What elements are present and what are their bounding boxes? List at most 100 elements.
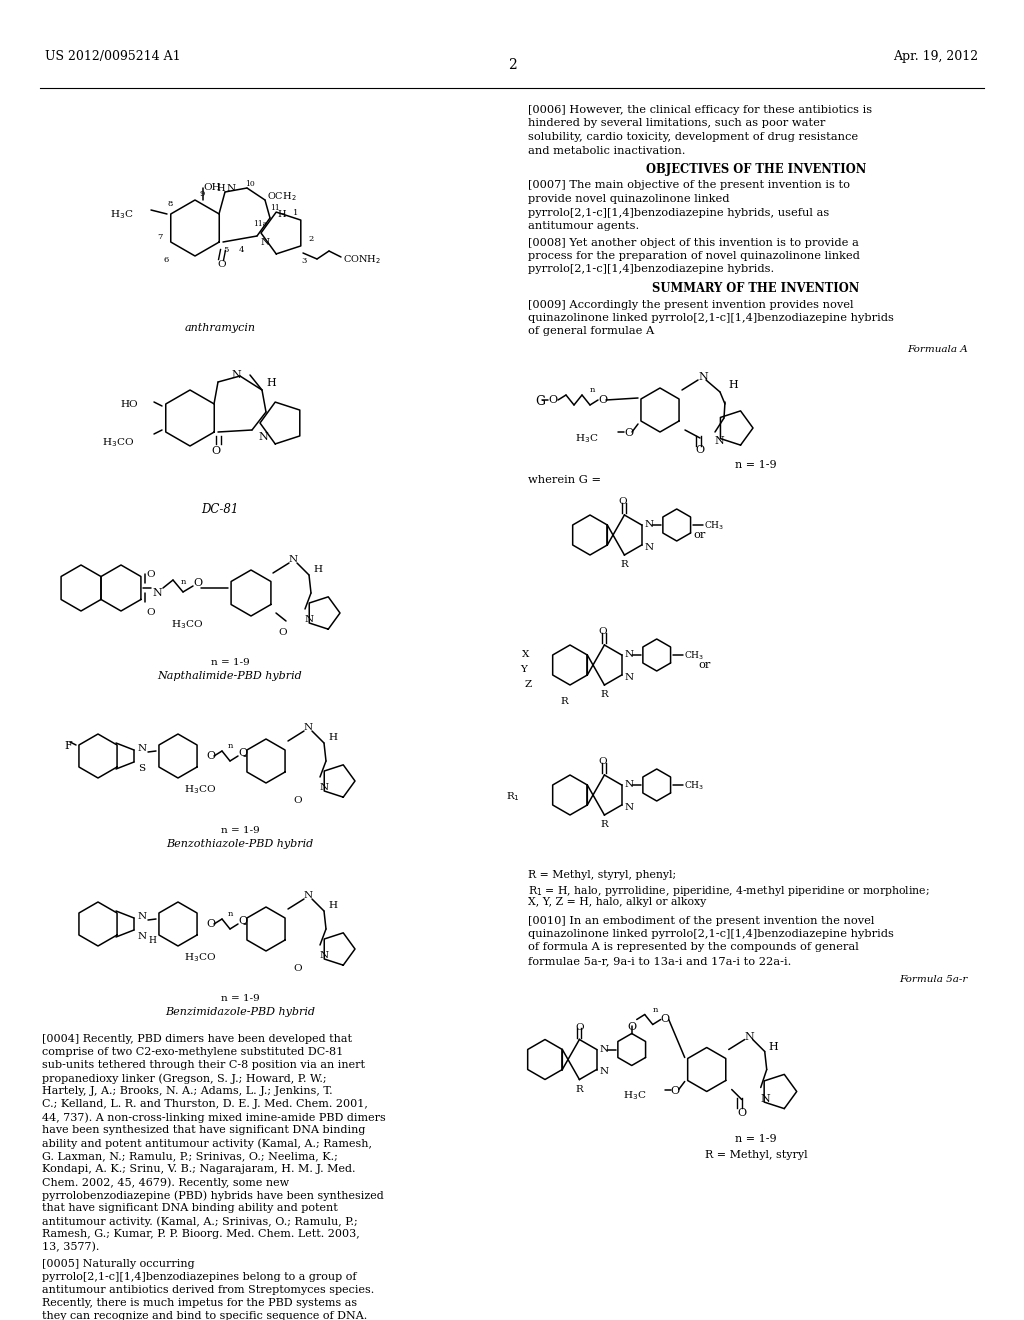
- Text: H: H: [266, 378, 275, 388]
- Text: Hartely, J, A.; Brooks, N. A.; Adams, L. J.; Jenkins, T.: Hartely, J, A.; Brooks, N. A.; Adams, L.…: [42, 1086, 333, 1096]
- Text: Formuala A: Formuala A: [907, 345, 968, 354]
- Text: CH$_3$: CH$_3$: [684, 649, 705, 663]
- Text: N: N: [625, 673, 634, 682]
- Text: H$_3$CO: H$_3$CO: [102, 436, 134, 449]
- Text: ability and potent antitumour activity (Kamal, A.; Ramesh,: ability and potent antitumour activity (…: [42, 1138, 372, 1148]
- Text: O: O: [598, 627, 606, 636]
- Text: H$_3$CO: H$_3$CO: [184, 950, 216, 964]
- Text: H: H: [769, 1041, 778, 1052]
- Text: have been synthesized that have significant DNA binding: have been synthesized that have signific…: [42, 1125, 366, 1135]
- Text: O: O: [548, 395, 557, 405]
- Text: N: N: [600, 1068, 609, 1077]
- Text: US 2012/0095214 A1: US 2012/0095214 A1: [45, 50, 180, 63]
- Text: R = Methyl, styryl: R = Methyl, styryl: [705, 1150, 807, 1159]
- Text: R: R: [621, 560, 629, 569]
- Text: O: O: [294, 964, 302, 973]
- Text: 1: 1: [293, 209, 298, 216]
- Text: N: N: [231, 370, 241, 380]
- Text: Ramesh, G.; Kumar, P. P. Bioorg. Med. Chem. Lett. 2003,: Ramesh, G.; Kumar, P. P. Bioorg. Med. Ch…: [42, 1229, 359, 1239]
- Text: 44, 737). A non-cross-linking mixed imine-amide PBD dimers: 44, 737). A non-cross-linking mixed imin…: [42, 1111, 386, 1122]
- Text: OH: OH: [203, 183, 220, 191]
- Text: H$_3$C: H$_3$C: [110, 209, 133, 220]
- Text: O: O: [624, 428, 633, 438]
- Text: n: n: [652, 1006, 658, 1014]
- Text: or: or: [694, 531, 707, 540]
- Text: S: S: [138, 764, 145, 774]
- Text: G. Laxman, N.; Ramulu, P.; Srinivas, O.; Neelima, K.;: G. Laxman, N.; Ramulu, P.; Srinivas, O.;…: [42, 1151, 338, 1162]
- Text: X, Y, Z = H, halo, alkyl or alkoxy: X, Y, Z = H, halo, alkyl or alkoxy: [528, 898, 707, 907]
- Text: H: H: [728, 380, 737, 389]
- Text: of formula A is represented by the compounds of general: of formula A is represented by the compo…: [528, 942, 859, 953]
- Text: N: N: [289, 554, 298, 564]
- Text: N: N: [261, 238, 270, 247]
- Text: R: R: [600, 690, 608, 700]
- Text: O: O: [193, 578, 202, 587]
- Text: CH$_3$: CH$_3$: [703, 520, 724, 532]
- Text: Y: Y: [520, 665, 527, 675]
- Text: N: N: [305, 615, 314, 624]
- Text: pyrrolobenzodiazepine (PBD) hybrids have been synthesized: pyrrolobenzodiazepine (PBD) hybrids have…: [42, 1191, 384, 1201]
- Text: Formula 5a-r: Formula 5a-r: [900, 974, 968, 983]
- Text: 2: 2: [308, 235, 313, 243]
- Text: H$_3$CO: H$_3$CO: [171, 618, 203, 631]
- Text: [0006] However, the clinical efficacy for these antibiotics is: [0006] However, the clinical efficacy fo…: [528, 106, 872, 115]
- Text: N: N: [138, 912, 147, 921]
- Text: O: O: [598, 395, 607, 405]
- Text: and metabolic inactivation.: and metabolic inactivation.: [528, 145, 685, 156]
- Text: N: N: [645, 543, 654, 552]
- Text: n = 1-9: n = 1-9: [211, 657, 250, 667]
- Text: DC-81: DC-81: [202, 503, 239, 516]
- Text: 6: 6: [163, 256, 168, 264]
- Text: pyrrolo[2,1-c][1,4]benzodiazepine hybrids.: pyrrolo[2,1-c][1,4]benzodiazepine hybrid…: [528, 264, 774, 275]
- Text: Z: Z: [525, 680, 532, 689]
- Text: O: O: [618, 498, 627, 506]
- Text: anthramycin: anthramycin: [184, 323, 256, 333]
- Text: [0007] The main objective of the present invention is to: [0007] The main objective of the present…: [528, 181, 850, 190]
- Text: N: N: [761, 1093, 770, 1104]
- Text: that have significant DNA binding ability and potent: that have significant DNA binding abilit…: [42, 1203, 338, 1213]
- Text: O: O: [206, 919, 215, 929]
- Text: N: N: [744, 1031, 755, 1041]
- Text: [0008] Yet another object of this invention is to provide a: [0008] Yet another object of this invent…: [528, 238, 859, 248]
- Text: G: G: [535, 395, 545, 408]
- Text: X: X: [522, 649, 529, 659]
- Text: formulae 5a-r, 9a-i to 13a-i and 17a-i to 22a-i.: formulae 5a-r, 9a-i to 13a-i and 17a-i t…: [528, 956, 792, 966]
- Text: OCH$_2$: OCH$_2$: [267, 190, 297, 203]
- Text: OBJECTIVES OF THE INVENTION: OBJECTIVES OF THE INVENTION: [646, 162, 866, 176]
- Text: H$_3$C: H$_3$C: [624, 1089, 647, 1102]
- Text: 10: 10: [245, 180, 255, 187]
- Text: SUMMARY OF THE INVENTION: SUMMARY OF THE INVENTION: [652, 282, 859, 294]
- Text: N: N: [698, 372, 708, 381]
- Text: 4: 4: [239, 246, 245, 253]
- Text: or: or: [698, 660, 712, 671]
- Text: n: n: [181, 578, 186, 586]
- Text: R: R: [560, 697, 567, 706]
- Text: N: N: [153, 587, 162, 598]
- Text: comprise of two C2-exo-methylene substituted DC-81: comprise of two C2-exo-methylene substit…: [42, 1047, 343, 1057]
- Text: HO: HO: [121, 400, 138, 409]
- Text: F: F: [63, 741, 72, 751]
- Text: 13, 3577).: 13, 3577).: [42, 1242, 99, 1253]
- Text: sub-units tethered through their C-8 position via an inert: sub-units tethered through their C-8 pos…: [42, 1060, 365, 1071]
- Text: Apr. 19, 2012: Apr. 19, 2012: [893, 50, 978, 63]
- Text: H: H: [216, 183, 225, 193]
- Text: H$_3$CO: H$_3$CO: [184, 783, 216, 796]
- Text: Chem. 2002, 45, 4679). Recently, some new: Chem. 2002, 45, 4679). Recently, some ne…: [42, 1177, 289, 1188]
- Text: H: H: [148, 936, 156, 945]
- Text: Recently, there is much impetus for the PBD systems as: Recently, there is much impetus for the …: [42, 1298, 357, 1308]
- Text: O: O: [695, 445, 705, 455]
- Text: Benzimidazole-PBD hybrid: Benzimidazole-PBD hybrid: [165, 1007, 315, 1016]
- Text: R: R: [575, 1085, 584, 1093]
- Text: solubility, cardio toxicity, development of drug resistance: solubility, cardio toxicity, development…: [528, 132, 858, 143]
- Text: O: O: [737, 1107, 746, 1118]
- Text: antitumour activity. (Kamal, A.; Srinivas, O.; Ramulu, P.;: antitumour activity. (Kamal, A.; Sriniva…: [42, 1216, 357, 1226]
- Text: N: N: [600, 1044, 609, 1053]
- Text: O: O: [238, 748, 247, 758]
- Text: 9: 9: [200, 190, 206, 198]
- Text: Kondapi, A. K.; Srinu, V. B.; Nagarajaram, H. M. J. Med.: Kondapi, A. K.; Srinu, V. B.; Nagarajara…: [42, 1164, 355, 1173]
- Text: [0009] Accordingly the present invention provides novel: [0009] Accordingly the present invention…: [528, 300, 853, 309]
- Text: R$_1$: R$_1$: [506, 789, 520, 803]
- Text: N: N: [138, 744, 147, 752]
- Text: 11: 11: [270, 205, 280, 213]
- Text: Benzothiazole-PBD hybrid: Benzothiazole-PBD hybrid: [166, 840, 313, 849]
